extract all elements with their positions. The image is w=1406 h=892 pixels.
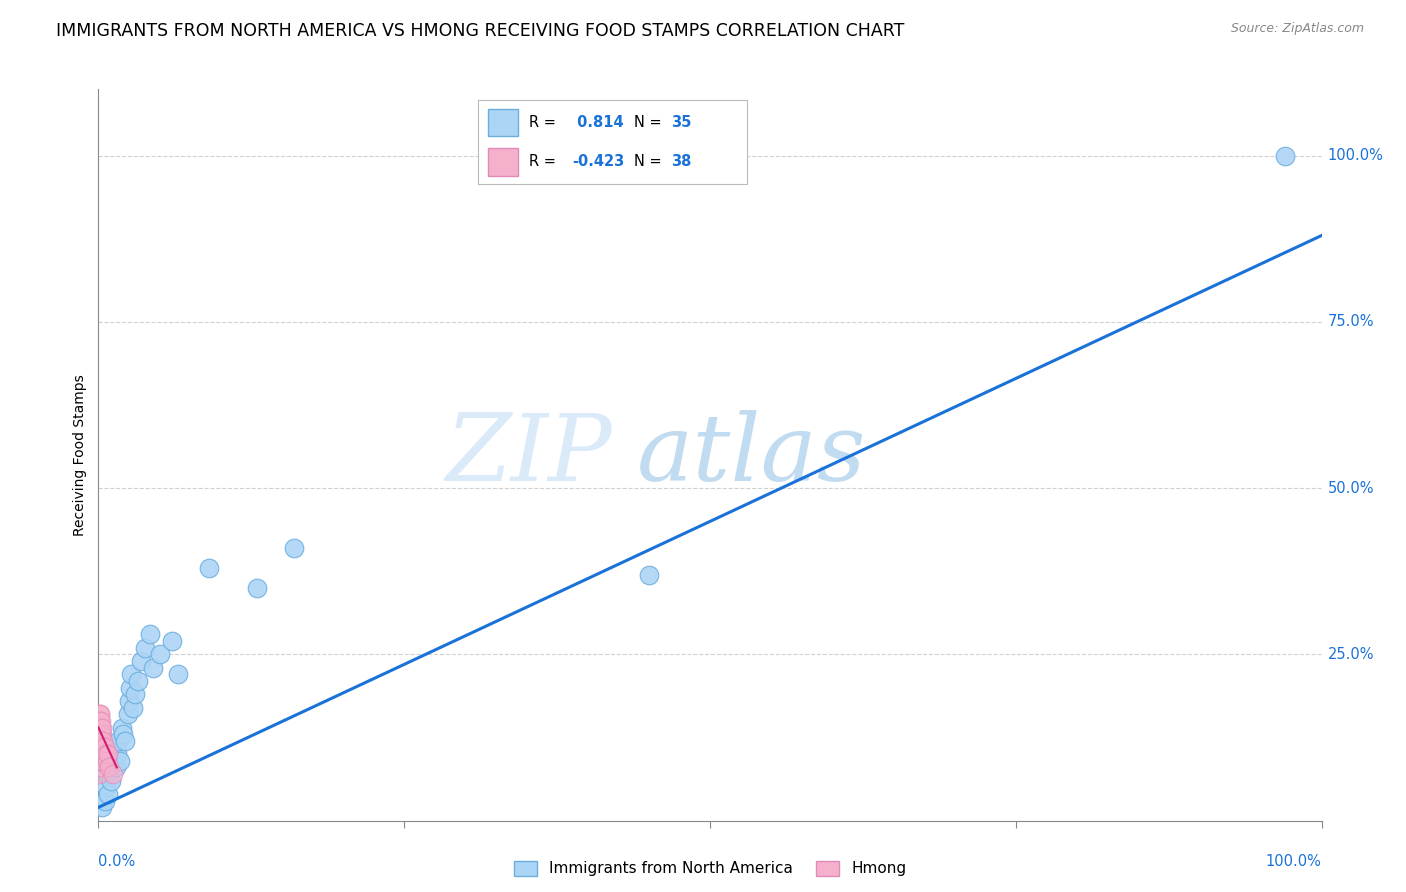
Point [97,747,120,761]
Point [1274,149,1296,163]
Point [139,627,162,641]
Point [91,754,114,768]
Text: 38: 38 [672,154,692,169]
Text: 25.0%: 25.0% [1327,647,1374,662]
Point [89,727,111,741]
Point [107,734,129,748]
Text: IMMIGRANTS FROM NORTH AMERICA VS HMONG RECEIVING FOOD STAMPS CORRELATION CHART: IMMIGRANTS FROM NORTH AMERICA VS HMONG R… [56,22,904,40]
Text: 50.0%: 50.0% [1327,481,1374,496]
Text: R =: R = [529,114,560,129]
Point [149,648,172,662]
Point [105,747,128,761]
Point [96,767,118,781]
Point [89,714,111,728]
Bar [488,148,517,176]
Point [87,734,110,748]
Point [101,754,124,768]
Point [87,747,110,761]
Point [94,780,117,795]
Point [111,721,134,735]
Point [142,661,165,675]
Point [87,714,110,728]
Text: ZIP: ZIP [446,410,612,500]
Point [89,707,111,722]
Point [87,754,110,768]
Text: atlas: atlas [637,410,866,500]
Point [87,727,110,741]
Point [124,687,146,701]
Point [89,754,111,768]
Point [98,760,121,774]
Point [91,727,114,741]
Point [129,654,152,668]
Point [90,721,112,735]
Point [89,727,111,741]
Point [127,673,149,688]
Text: 35: 35 [672,114,692,129]
Point [89,740,111,755]
Point [98,760,121,774]
Point [97,787,120,801]
Point [89,747,111,761]
Point [94,747,117,761]
Point [89,721,111,735]
Text: -0.423: -0.423 [572,154,624,169]
Text: 0.0%: 0.0% [98,854,135,869]
Point [90,714,112,728]
Point [118,694,141,708]
Point [93,794,115,808]
Point [121,700,143,714]
Point [90,734,112,748]
Point [87,767,110,781]
Text: Source: ZipAtlas.com: Source: ZipAtlas.com [1230,22,1364,36]
Text: N =: N = [634,114,666,129]
Point [91,747,114,761]
Point [120,681,142,695]
Point [90,740,112,755]
Point [90,747,112,761]
Point [91,740,114,755]
Point [91,800,114,814]
Point [89,760,111,774]
Point [114,734,136,748]
Text: 75.0%: 75.0% [1327,315,1374,329]
Point [90,734,112,748]
Point [197,561,219,575]
Text: 100.0%: 100.0% [1265,854,1322,869]
Text: R =: R = [529,154,560,169]
Point [167,667,190,681]
Point [96,754,118,768]
Point [89,721,111,735]
Point [89,707,111,722]
Point [103,740,125,755]
Point [160,634,183,648]
Point [120,667,142,681]
Point [89,740,111,755]
Text: 0.814: 0.814 [572,114,623,129]
Point [637,567,661,582]
Point [111,727,134,741]
Point [100,773,122,788]
Point [283,541,305,555]
Legend: Immigrants from North America, Hmong: Immigrants from North America, Hmong [508,855,912,882]
Point [91,721,114,735]
Point [93,740,115,755]
Point [110,754,132,768]
Bar [488,109,517,136]
Text: N =: N = [634,154,666,169]
Point [91,734,114,748]
Point [89,734,111,748]
Point [90,727,112,741]
Point [117,707,139,722]
Point [104,760,127,774]
Text: 100.0%: 100.0% [1327,148,1384,163]
Point [101,767,124,781]
Point [246,581,269,595]
Point [134,640,156,655]
Y-axis label: Receiving Food Stamps: Receiving Food Stamps [73,374,87,536]
